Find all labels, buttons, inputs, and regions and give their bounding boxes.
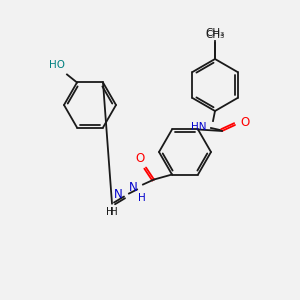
Text: O: O [240, 116, 249, 130]
Text: HN: HN [191, 122, 207, 132]
Text: CH₃: CH₃ [206, 28, 225, 38]
Text: O: O [135, 152, 145, 164]
Text: H: H [138, 193, 146, 202]
Text: HO: HO [49, 61, 65, 70]
Text: N: N [129, 181, 138, 194]
Text: CH₃: CH₃ [206, 30, 225, 40]
Text: N: N [114, 188, 123, 201]
Text: H: H [106, 206, 114, 217]
Text: H: H [110, 206, 118, 217]
